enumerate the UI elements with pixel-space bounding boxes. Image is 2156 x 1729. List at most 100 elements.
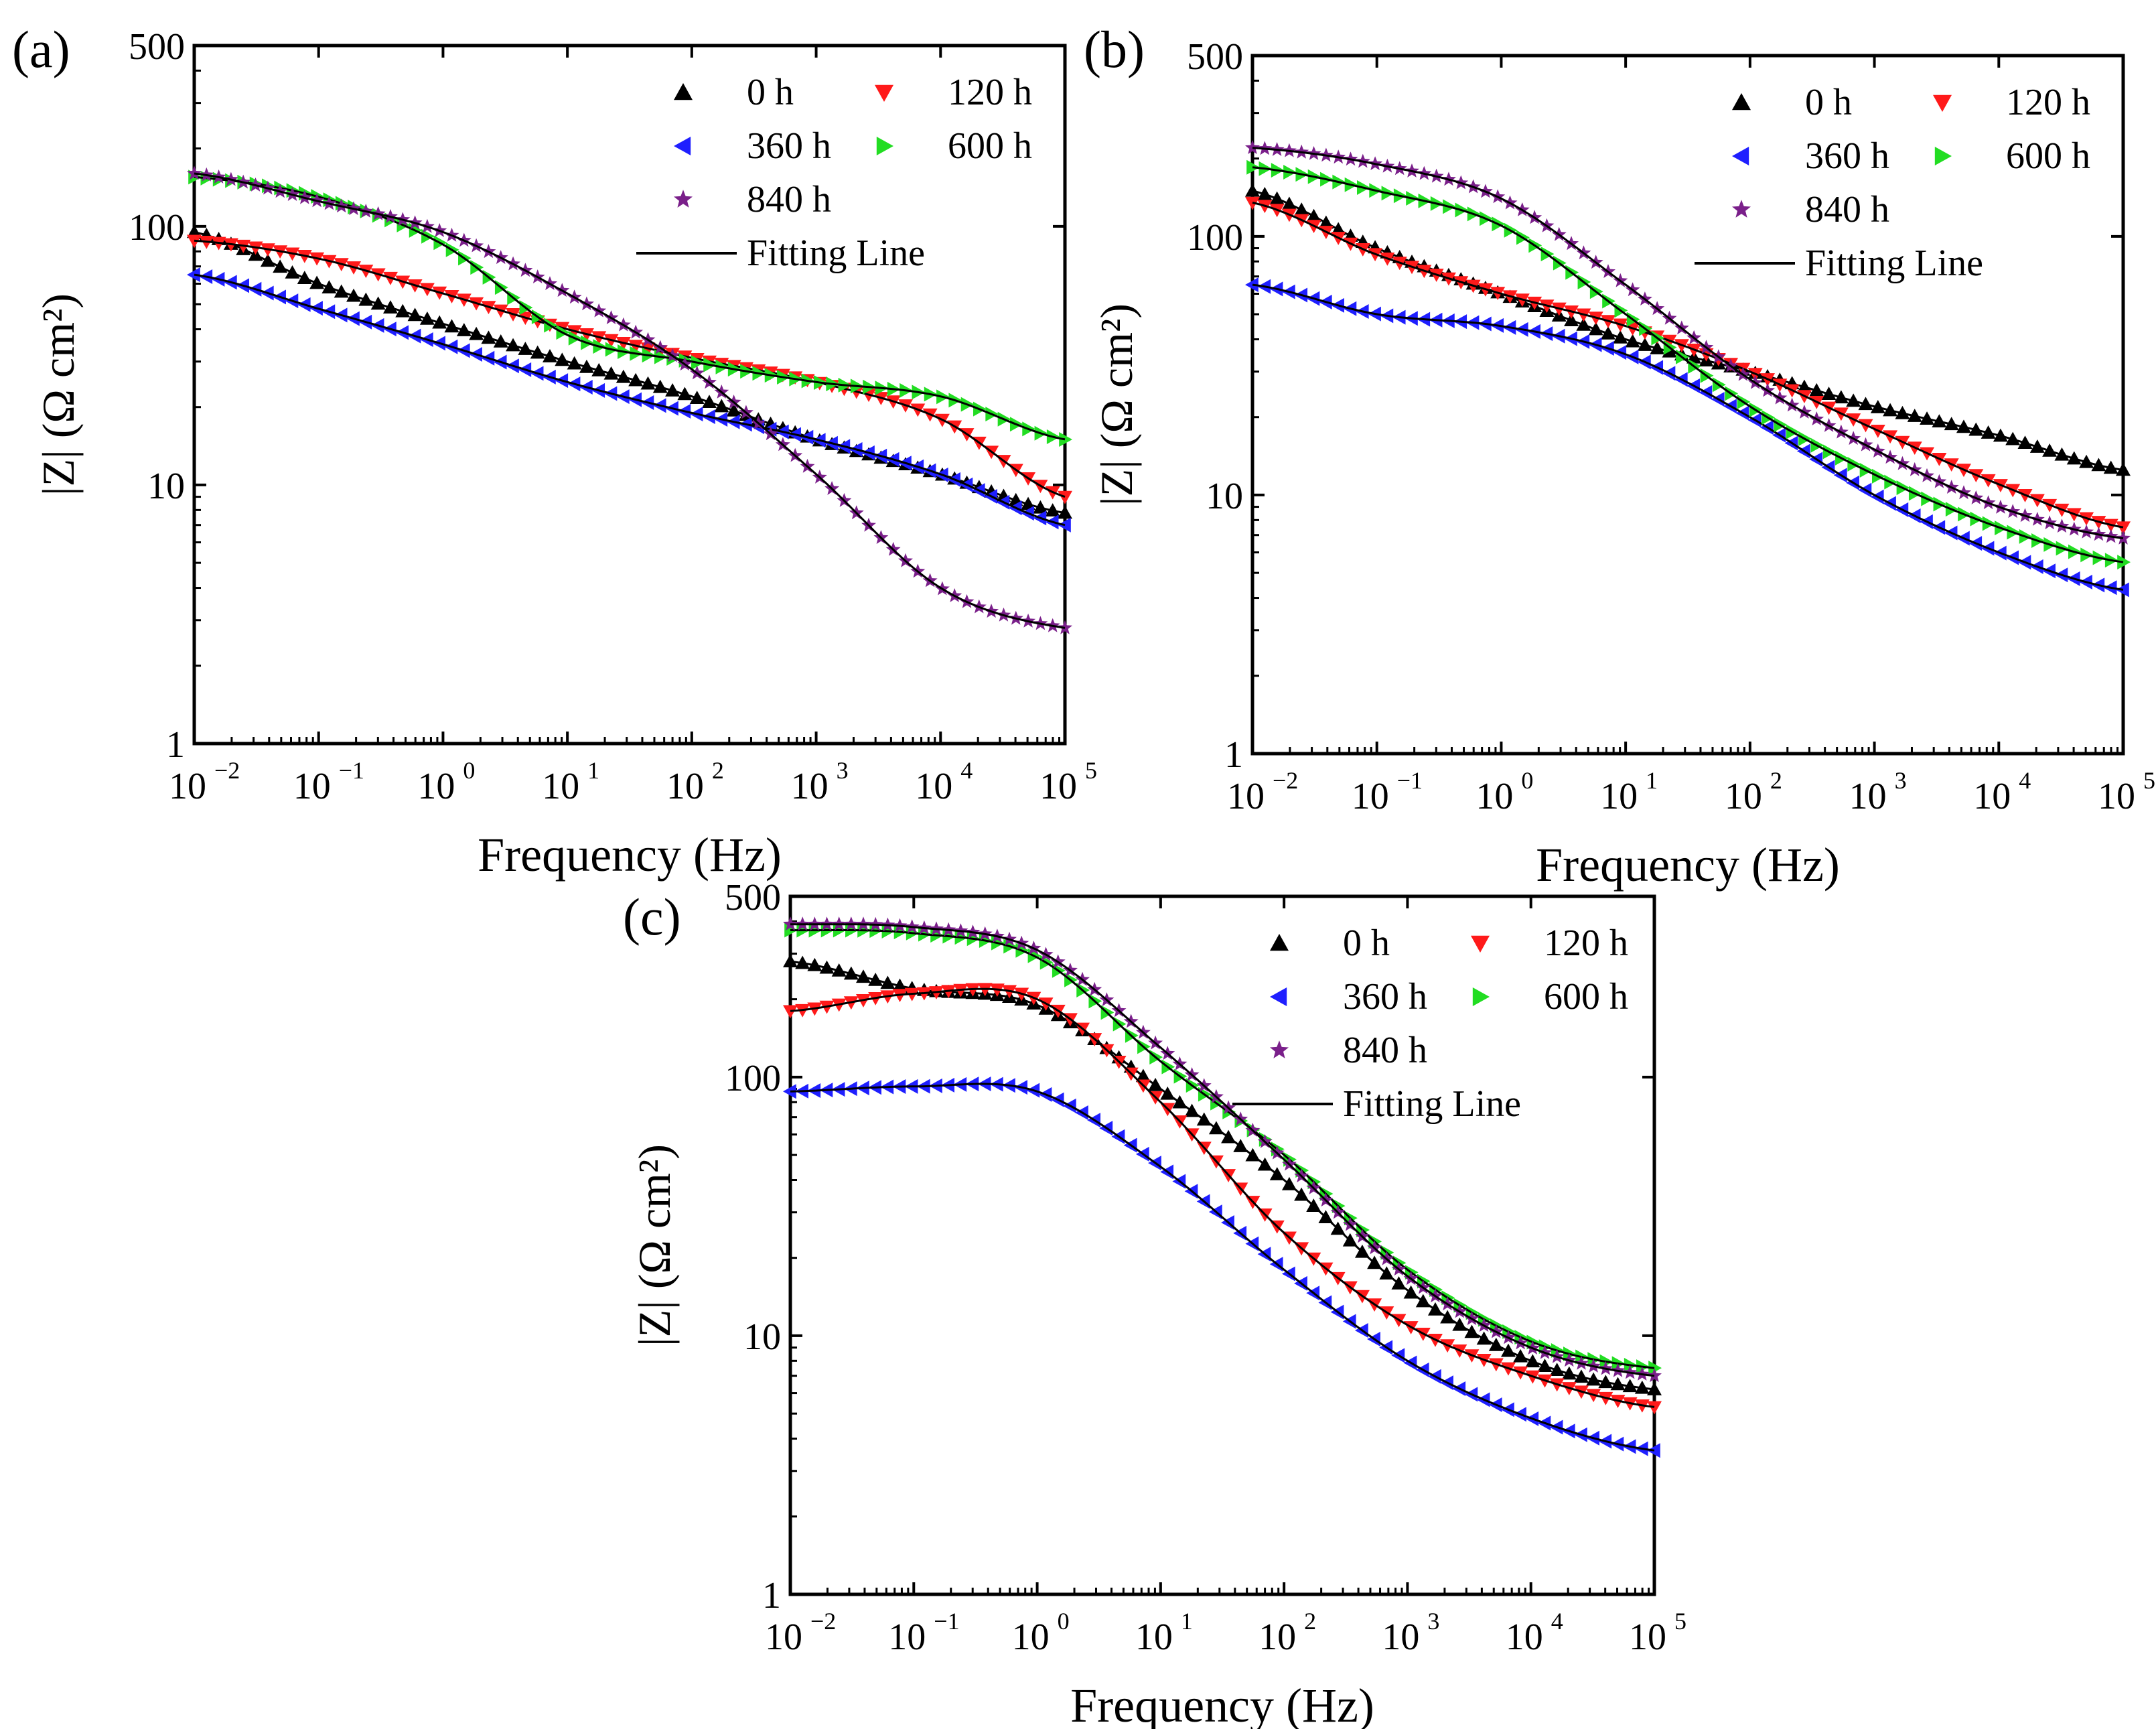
- data-point: [2117, 555, 2131, 570]
- series-0-h: [783, 954, 1662, 1395]
- x-tick-label: 10: [1135, 1616, 1173, 1658]
- y-tick-label: 10: [147, 466, 185, 507]
- x-tick-label: 10: [1600, 776, 1638, 817]
- x-tick-exponent: 3: [837, 757, 849, 784]
- x-tick-exponent: −2: [214, 757, 240, 784]
- y-axis-title: |Z| (Ω cm²): [33, 293, 84, 496]
- x-tick-label: 10: [1973, 776, 2011, 817]
- legend-marker: [1732, 93, 1751, 111]
- fitting-line: [1252, 166, 2124, 563]
- x-tick-label: 10: [2098, 776, 2135, 817]
- series-120-h: [187, 234, 1072, 504]
- x-tick-exponent: −1: [1397, 767, 1423, 794]
- x-axis-title: Frequency (Hz): [1536, 838, 1840, 892]
- data-point: [1059, 431, 1072, 447]
- panel-label: (a): [12, 20, 70, 78]
- data-point: [1648, 1361, 1662, 1376]
- x-axis-title: Frequency (Hz): [1070, 1679, 1374, 1729]
- series-600-h: [1246, 159, 2131, 570]
- fitting-line: [790, 1083, 1655, 1452]
- legend-label: Fitting Line: [1805, 243, 1983, 284]
- legend-marker: [1270, 934, 1289, 951]
- y-axis-title: |Z| (Ω cm²): [629, 1144, 680, 1346]
- panel-label: (b): [1084, 20, 1145, 78]
- x-tick-label: 10: [666, 766, 704, 807]
- legend-marker: [875, 84, 893, 102]
- legend-label: 600 h: [2006, 135, 2090, 177]
- data-point: [2116, 521, 2131, 535]
- data-point: [1245, 277, 1259, 293]
- x-tick-label: 10: [1352, 776, 1389, 817]
- fitting-line: [1252, 202, 2124, 529]
- x-tick-label: 10: [1259, 1616, 1296, 1658]
- legend-label: 0 h: [1805, 82, 1852, 123]
- panel-label: (c): [623, 888, 681, 946]
- x-tick-label: 10: [1725, 776, 1762, 817]
- x-tick-exponent: −1: [934, 1608, 959, 1635]
- legend-marker: [674, 137, 691, 155]
- legend-marker: [674, 83, 693, 100]
- plot-frame: [192, 44, 1067, 746]
- chart-panel-3: (c)10 −2 10 −1 10 0 10 1 10 2 10 3 10 4 10 5110100500Fr…: [623, 877, 1686, 1729]
- series-360-h: [187, 267, 1071, 533]
- y-tick-label: 1: [762, 1575, 781, 1616]
- data-point: [1245, 140, 1260, 154]
- data-point: [783, 954, 798, 968]
- fitting-line: [194, 176, 1066, 441]
- x-tick-label: 10: [915, 766, 952, 807]
- fitting-line: [790, 923, 1655, 1377]
- y-tick-label: 10: [1206, 476, 1243, 517]
- legend-marker: [1270, 987, 1287, 1006]
- legend-label: 360 h: [1805, 135, 1889, 177]
- x-tick-exponent: −1: [339, 757, 364, 784]
- fitting-line: [790, 929, 1655, 1369]
- legend-label: 360 h: [747, 125, 831, 167]
- legend-label: 360 h: [1343, 976, 1427, 1018]
- series-360-h: [1245, 277, 2129, 598]
- legend: 0 h 120 h 360 h 600 h 840 h Fitting Line: [636, 72, 1032, 274]
- x-tick-exponent: 5: [2143, 767, 2155, 794]
- legend-marker: [1270, 1040, 1289, 1058]
- series-360-h: [783, 1076, 1660, 1458]
- data-point: [187, 224, 202, 238]
- x-tick-exponent: 3: [1895, 767, 1907, 794]
- x-tick-label: 10: [1629, 1616, 1666, 1658]
- x-tick-exponent: 5: [1085, 757, 1097, 784]
- chart-panel-1: (a)10 −2 10 −1 10 0 10 1 10 2 10 3 10 4 10 5110100500Fr…: [12, 20, 1097, 882]
- series-840-h: [783, 916, 1662, 1383]
- fitting-line: [1252, 190, 2124, 471]
- data-point: [1647, 1401, 1662, 1415]
- plot-frame: [788, 894, 1656, 1596]
- series-840-h: [1245, 140, 2131, 545]
- legend: 0 h 120 h 360 h 600 h 840 h Fitting Line: [1695, 82, 2090, 284]
- x-tick-exponent: 1: [1646, 767, 1658, 794]
- x-tick-label: 10: [1039, 766, 1077, 807]
- x-tick-label: 10: [1506, 1616, 1543, 1658]
- x-tick-exponent: 2: [1304, 1608, 1316, 1635]
- y-tick-label: 100: [1187, 217, 1243, 259]
- legend-label: 120 h: [948, 72, 1032, 113]
- x-tick-exponent: 4: [1551, 1608, 1563, 1635]
- x-tick-exponent: 3: [1427, 1608, 1439, 1635]
- legend-marker: [1732, 147, 1749, 165]
- y-tick-label: 1: [166, 724, 185, 766]
- x-tick-label: 10: [1382, 1616, 1419, 1658]
- legend-marker: [1732, 200, 1751, 218]
- legend-marker: [1934, 147, 1952, 165]
- legend-label: 840 h: [1805, 189, 1889, 230]
- x-tick-label: 10: [765, 1616, 802, 1658]
- plot-frame: [1250, 54, 2125, 756]
- x-tick-exponent: 1: [1181, 1608, 1193, 1635]
- data-point: [187, 267, 200, 283]
- y-tick-label: 500: [129, 26, 185, 68]
- series-120-h: [1245, 196, 2131, 535]
- y-tick-label: 500: [725, 877, 781, 918]
- data-point: [1058, 490, 1072, 504]
- x-tick-exponent: 0: [1521, 767, 1533, 794]
- x-tick-label: 10: [1012, 1616, 1050, 1658]
- data-point: [1245, 183, 1260, 197]
- legend-marker: [1472, 987, 1490, 1006]
- data-point: [783, 1005, 798, 1019]
- legend-label: 840 h: [1343, 1030, 1427, 1071]
- data-point: [187, 165, 202, 180]
